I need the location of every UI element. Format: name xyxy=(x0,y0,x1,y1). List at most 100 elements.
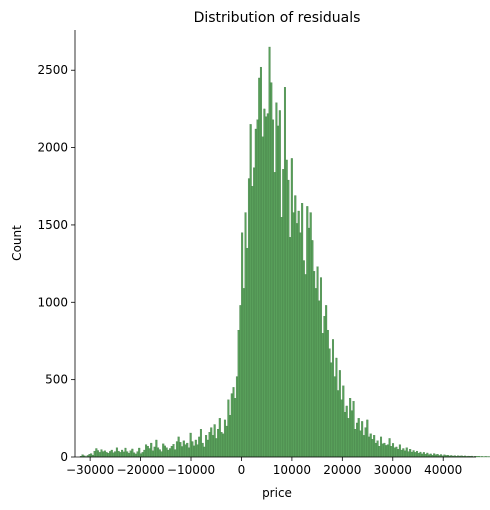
histogram-bar xyxy=(203,446,206,458)
histogram-bar xyxy=(163,445,166,458)
histogram-bar xyxy=(208,432,211,458)
histogram-bar xyxy=(338,370,341,458)
histogram-bar xyxy=(143,449,146,458)
histogram-bar xyxy=(385,445,388,458)
histogram-bar xyxy=(376,440,379,458)
histogram-bar xyxy=(220,432,223,458)
histogram-bar xyxy=(187,447,190,458)
histogram-bar xyxy=(366,419,369,458)
histogram-bar xyxy=(186,442,189,458)
histogram-bar xyxy=(138,447,141,458)
histogram-bar xyxy=(172,444,175,458)
histogram-bar xyxy=(215,438,218,458)
histogram-bar xyxy=(184,444,187,458)
histogram-bar xyxy=(223,419,226,458)
chart-title: Distribution of residuals xyxy=(194,10,361,26)
histogram-bar xyxy=(275,102,278,458)
histogram-bar xyxy=(307,227,310,458)
histogram-bar xyxy=(124,447,127,458)
histogram-bar xyxy=(359,430,362,458)
histogram-bar xyxy=(239,305,242,458)
histogram-bar xyxy=(386,444,389,458)
y-tick-label: 0 xyxy=(60,450,68,464)
histogram-bar xyxy=(129,450,132,458)
histogram-bar xyxy=(169,448,172,458)
histogram-bar xyxy=(115,447,118,458)
histogram-bar xyxy=(404,450,407,458)
histogram-bar xyxy=(273,172,276,458)
histogram-bar xyxy=(342,385,345,458)
histogram-bar xyxy=(316,266,319,458)
histogram-bar xyxy=(217,429,220,458)
histogram-bar xyxy=(251,186,254,458)
histogram-bar xyxy=(330,362,333,458)
histogram-bar xyxy=(392,443,395,458)
x-tick-label: 0 xyxy=(238,463,246,477)
histogram-bar xyxy=(309,212,312,458)
histogram-bar xyxy=(280,217,283,458)
histogram-bar xyxy=(484,456,487,458)
histogram-bar xyxy=(331,339,335,458)
histogram-bar xyxy=(131,448,134,458)
histogram-bar xyxy=(383,442,386,458)
histogram-bar xyxy=(247,178,250,458)
histogram-bar xyxy=(278,110,281,458)
histogram-bar xyxy=(158,449,161,458)
histogram-bar xyxy=(102,451,105,458)
histogram-bar xyxy=(205,435,208,458)
x-tick-label: −20000 xyxy=(116,463,164,477)
histogram-bar xyxy=(174,449,177,458)
histogram-bar xyxy=(193,445,196,458)
histogram-bar xyxy=(283,87,286,458)
histogram-bar xyxy=(433,453,436,458)
histogram-bar xyxy=(244,212,247,458)
histogram-bar xyxy=(400,449,403,458)
histogram-bar xyxy=(407,451,410,458)
histogram-bar xyxy=(287,179,290,458)
histogram-bar xyxy=(249,124,252,458)
histogram-bar xyxy=(271,119,274,458)
histogram-bar xyxy=(417,452,420,458)
histogram-bar xyxy=(405,447,408,458)
histogram-bar xyxy=(97,450,100,458)
histogram-bar xyxy=(253,167,256,458)
histogram-bar xyxy=(477,456,480,458)
histogram-bar xyxy=(256,119,259,458)
histogram-bar xyxy=(196,444,199,458)
y-tick-label: 500 xyxy=(45,373,68,387)
histogram-bar xyxy=(170,446,173,458)
histogram-bar xyxy=(232,387,235,458)
histogram-bar xyxy=(335,357,338,458)
x-tick-label: 10000 xyxy=(273,463,311,477)
histogram-bar xyxy=(412,450,415,458)
histogram-bar xyxy=(362,435,365,458)
histogram-bar xyxy=(165,447,168,458)
histogram-bar xyxy=(133,452,136,458)
histogram-bar xyxy=(313,271,316,458)
histogram-bar xyxy=(390,446,393,458)
histogram-bar xyxy=(150,442,153,458)
histogram-bar xyxy=(263,108,266,458)
histogram-bar xyxy=(98,452,101,458)
histogram-bar xyxy=(218,418,221,458)
histogram-bar xyxy=(266,113,269,458)
histogram-bar xyxy=(145,444,148,458)
histogram-bar xyxy=(227,399,230,458)
histogram-bar xyxy=(157,447,160,458)
histogram-bar xyxy=(393,447,396,458)
histogram-bar xyxy=(198,436,201,458)
histogram-bar xyxy=(476,456,479,458)
histogram-bar xyxy=(189,432,192,458)
histogram-bar xyxy=(110,449,113,458)
histogram-bar xyxy=(319,277,323,458)
histogram-bar xyxy=(199,429,202,458)
histogram-bar xyxy=(225,425,228,458)
histogram-bar xyxy=(326,329,329,458)
histogram-bar xyxy=(109,451,112,458)
histogram-bar xyxy=(141,452,144,458)
histogram-bar xyxy=(153,446,156,458)
histogram-bar xyxy=(121,449,124,458)
histogram-bar xyxy=(333,376,336,458)
histogram-bar xyxy=(175,441,178,458)
